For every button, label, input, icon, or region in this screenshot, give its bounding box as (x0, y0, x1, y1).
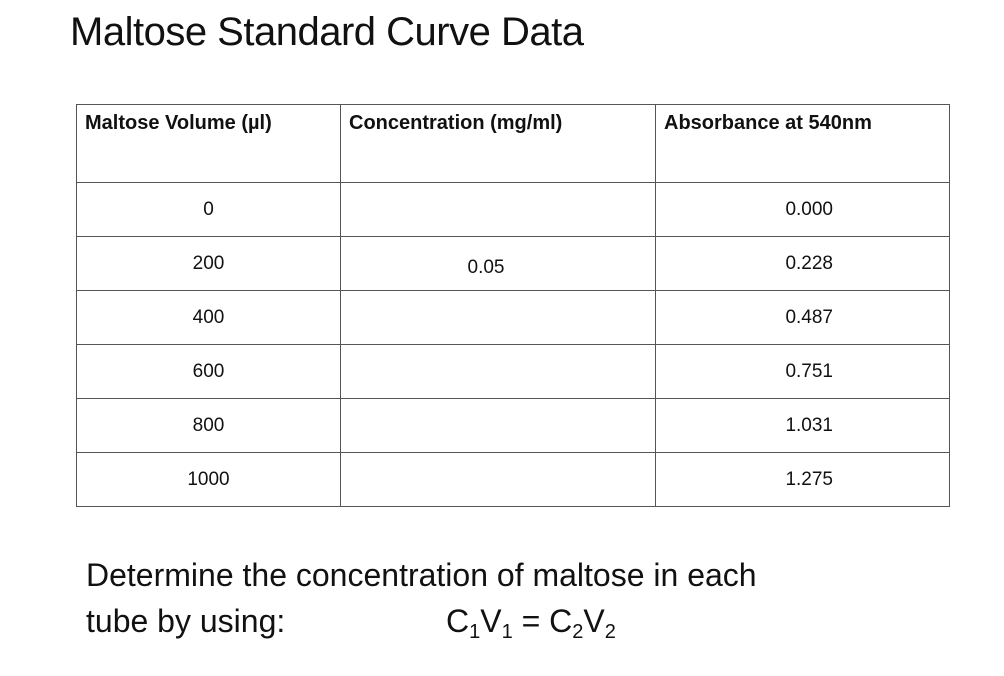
volume-cell: 200 (76, 236, 341, 291)
absorbance-cell: 0.487 (655, 290, 950, 345)
header-absorbance: Absorbance at 540nm (655, 104, 950, 183)
volume-cell: 400 (76, 290, 341, 345)
table-row: 200 0.05 0.228 (76, 236, 950, 291)
volume-cell: 600 (76, 344, 341, 399)
table-header-row: Maltose Volume (µl) Concentration (mg/ml… (76, 104, 950, 183)
instruction-line-2: tube by using: (86, 603, 286, 639)
volume-cell: 1000 (76, 452, 341, 507)
table-row: 400 0.487 (76, 290, 950, 345)
concentration-cell (340, 452, 656, 507)
table-row: 0 0.000 (76, 182, 950, 237)
absorbance-cell: 0.000 (655, 182, 950, 237)
instruction-text: Determine the concentration of maltose i… (86, 552, 757, 644)
concentration-cell (340, 344, 656, 399)
table-row: 800 1.031 (76, 398, 950, 453)
concentration-cell (340, 290, 656, 345)
standard-curve-table: Maltose Volume (µl) Concentration (mg/ml… (76, 104, 950, 507)
concentration-cell (340, 398, 656, 453)
absorbance-cell: 1.275 (655, 452, 950, 507)
table-row: 600 0.751 (76, 344, 950, 399)
page-title: Maltose Standard Curve Data (70, 10, 584, 54)
absorbance-cell: 0.228 (655, 236, 950, 291)
formula-equals: = (521, 603, 541, 639)
formula-v2: V2 (583, 603, 616, 643)
header-concentration: Concentration (mg/ml) (340, 104, 656, 183)
absorbance-cell: 1.031 (655, 398, 950, 453)
instruction-line-1: Determine the concentration of maltose i… (86, 557, 757, 593)
absorbance-cell: 0.751 (655, 344, 950, 399)
concentration-cell (340, 182, 656, 237)
header-maltose-volume: Maltose Volume (µl) (76, 104, 341, 183)
formula-v1: V1 (480, 603, 513, 643)
volume-cell: 0 (76, 182, 341, 237)
concentration-cell: 0.05 (340, 236, 656, 291)
formula-c2: C2 (549, 603, 584, 643)
formula-c1: C1 (446, 603, 481, 643)
table-row: 1000 1.275 (76, 452, 950, 507)
volume-cell: 800 (76, 398, 341, 453)
dilution-formula: C1V1 = C2V2 (446, 598, 616, 655)
